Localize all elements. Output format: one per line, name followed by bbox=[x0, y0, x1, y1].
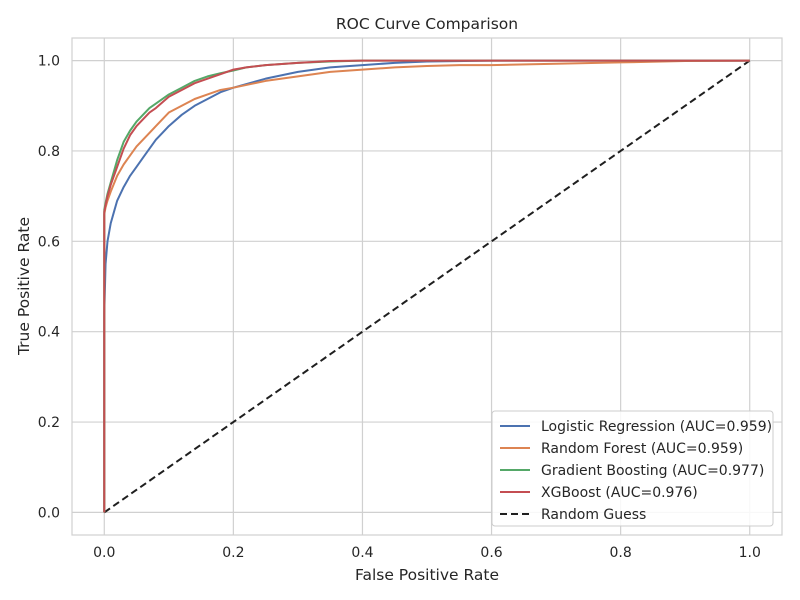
x-tick-label: 0.2 bbox=[222, 545, 244, 561]
x-tick-label: 0.6 bbox=[480, 545, 502, 561]
series-line-xgboost-auc-0-976 bbox=[103, 59, 750, 513]
series-lines bbox=[103, 59, 751, 514]
legend-label: Gradient Boosting (AUC=0.977) bbox=[541, 463, 764, 479]
y-tick-label: 0.8 bbox=[38, 144, 60, 160]
x-tick-label: 1.0 bbox=[739, 545, 761, 561]
y-tick-label: 0.4 bbox=[38, 325, 60, 341]
y-axis-ticks: 0.0 0.2 0.4 0.6 0.8 1.0 bbox=[38, 54, 60, 522]
x-axis-ticks: 0.0 0.2 0.4 0.6 0.8 1.0 bbox=[93, 545, 761, 561]
y-axis-title: True Positive Rate bbox=[15, 217, 33, 356]
x-tick-label: 0.0 bbox=[93, 545, 115, 561]
legend: Logistic Regression (AUC=0.959) Random Fo… bbox=[491, 410, 774, 527]
legend-label: Random Forest (AUC=0.959) bbox=[541, 441, 743, 457]
y-tick-label: 0.2 bbox=[38, 415, 60, 431]
legend-box bbox=[491, 410, 774, 527]
series-line-random-forest-auc-0-959 bbox=[103, 59, 750, 513]
legend-label: Random Guess bbox=[541, 507, 646, 523]
y-tick-label: 1.0 bbox=[38, 54, 60, 70]
x-axis-title: False Positive Rate bbox=[355, 566, 499, 584]
y-tick-label: 0.6 bbox=[38, 234, 60, 250]
legend-label: Logistic Regression (AUC=0.959) bbox=[541, 419, 772, 435]
x-tick-label: 0.4 bbox=[351, 545, 373, 561]
chart-title: ROC Curve Comparison bbox=[336, 15, 518, 33]
legend-label: XGBoost (AUC=0.976) bbox=[541, 485, 698, 501]
y-tick-label: 0.0 bbox=[38, 505, 60, 521]
x-tick-label: 0.8 bbox=[610, 545, 632, 561]
